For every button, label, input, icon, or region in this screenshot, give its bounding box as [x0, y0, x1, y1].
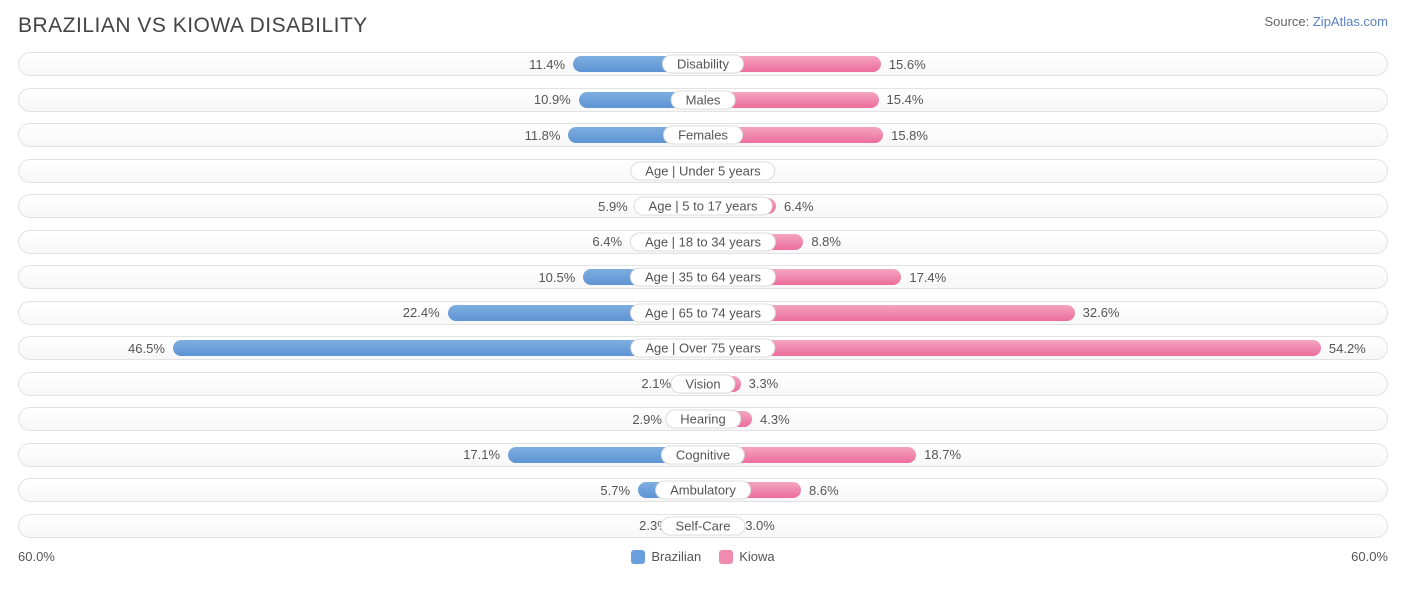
bar-left-half: 2.1%	[19, 373, 703, 395]
category-label: Vision	[670, 374, 735, 393]
value-brazilian: 17.1%	[455, 447, 508, 462]
bar-left-half: 5.9%	[19, 195, 703, 217]
bar-brazilian	[173, 340, 703, 356]
value-brazilian: 11.8%	[517, 128, 569, 143]
value-kiowa: 17.4%	[901, 270, 954, 285]
bar-left-half: 5.7%	[19, 479, 703, 501]
legend-swatch-brazilian	[631, 550, 645, 564]
category-label: Age | Over 75 years	[630, 339, 775, 358]
bar-right-half: 15.4%	[703, 89, 1387, 111]
category-label: Disability	[662, 55, 744, 74]
category-label: Age | 18 to 34 years	[630, 232, 776, 251]
bar-left-half: 11.4%	[19, 53, 703, 75]
value-kiowa: 18.7%	[916, 447, 969, 462]
value-brazilian: 10.9%	[526, 92, 579, 107]
value-kiowa: 54.2%	[1321, 341, 1374, 356]
bar-left-half: 11.8%	[19, 124, 703, 146]
category-label: Females	[663, 126, 743, 145]
value-kiowa: 6.4%	[776, 199, 822, 214]
bar-left-half: 1.5%	[19, 160, 703, 182]
bar-left-half: 46.5%	[19, 337, 703, 359]
bar-right-half: 4.3%	[703, 408, 1387, 430]
bar-row: 11.4% 15.6% Disability	[18, 52, 1388, 76]
category-label: Cognitive	[661, 445, 745, 464]
value-brazilian: 46.5%	[120, 341, 173, 356]
category-label: Ambulatory	[655, 481, 751, 500]
chart-source: Source: ZipAtlas.com	[1264, 14, 1388, 29]
legend-swatch-kiowa	[719, 550, 733, 564]
bar-right-half: 17.4%	[703, 266, 1387, 288]
bar-row: 22.4% 32.6% Age | 65 to 74 years	[18, 301, 1388, 325]
bar-row: 1.5%1.5%Age | Under 5 years	[18, 159, 1388, 183]
chart-header: BRAZILIAN VS KIOWA DISABILITY Source: Zi…	[18, 14, 1388, 38]
value-kiowa: 32.6%	[1075, 305, 1128, 320]
bar-row: 6.4% 8.8% Age | 18 to 34 years	[18, 230, 1388, 254]
value-kiowa: 15.8%	[883, 128, 936, 143]
value-kiowa: 15.4%	[879, 92, 932, 107]
bar-kiowa	[703, 340, 1321, 356]
legend-label-kiowa: Kiowa	[739, 549, 774, 564]
value-kiowa: 15.6%	[881, 57, 934, 72]
category-label: Self-Care	[661, 516, 746, 535]
source-prefix: Source:	[1264, 14, 1312, 29]
bar-row: 11.8% 15.8% Females	[18, 123, 1388, 147]
source-link[interactable]: ZipAtlas.com	[1313, 14, 1388, 29]
value-brazilian: 11.4%	[521, 57, 573, 72]
chart-footer: 60.0% Brazilian Kiowa 60.0%	[18, 549, 1388, 564]
bar-row: 2.3%3.0%Self-Care	[18, 514, 1388, 538]
category-label: Age | 35 to 64 years	[630, 268, 776, 287]
bar-row: 46.5% 54.2% Age | Over 75 years	[18, 336, 1388, 360]
diverging-bar-chart: 11.4% 15.6% Disability 10.9% 15.4% Males 11.8%…	[18, 52, 1388, 538]
bar-left-half: 2.3%	[19, 515, 703, 537]
legend-item-kiowa: Kiowa	[719, 549, 774, 564]
bar-row: 10.9% 15.4% Males	[18, 88, 1388, 112]
value-kiowa: 8.8%	[803, 234, 849, 249]
value-kiowa: 3.3%	[741, 376, 787, 391]
value-kiowa: 4.3%	[752, 412, 798, 427]
category-label: Hearing	[665, 410, 741, 429]
value-brazilian: 5.9%	[590, 199, 636, 214]
bar-right-half: 3.0%	[703, 515, 1387, 537]
bar-right-half: 18.7%	[703, 444, 1387, 466]
bar-right-half: 1.5%	[703, 160, 1387, 182]
bar-right-half: 3.3%	[703, 373, 1387, 395]
bar-left-half: 6.4%	[19, 231, 703, 253]
category-label: Age | 65 to 74 years	[630, 303, 776, 322]
axis-max-left: 60.0%	[18, 549, 55, 564]
value-brazilian: 5.7%	[592, 483, 638, 498]
bar-left-half: 10.5%	[19, 266, 703, 288]
bar-right-half: 8.6%	[703, 479, 1387, 501]
bar-right-half: 15.8%	[703, 124, 1387, 146]
bar-row: 5.7% 8.6% Ambulatory	[18, 478, 1388, 502]
value-brazilian: 2.9%	[624, 412, 670, 427]
bar-row: 17.1% 18.7% Cognitive	[18, 443, 1388, 467]
bar-row: 5.9% 6.4%Age | 5 to 17 years	[18, 194, 1388, 218]
value-brazilian: 10.5%	[530, 270, 583, 285]
category-label: Age | Under 5 years	[630, 161, 775, 180]
legend-label-brazilian: Brazilian	[651, 549, 701, 564]
bar-left-half: 22.4%	[19, 302, 703, 324]
axis-max-right: 60.0%	[1351, 549, 1388, 564]
bar-left-half: 2.9%	[19, 408, 703, 430]
bar-row: 2.1% 3.3% Vision	[18, 372, 1388, 396]
bar-right-half: 54.2%	[703, 337, 1387, 359]
legend-item-brazilian: Brazilian	[631, 549, 701, 564]
bar-row: 10.5% 17.4% Age | 35 to 64 years	[18, 265, 1388, 289]
bar-right-half: 32.6%	[703, 302, 1387, 324]
bar-right-half: 15.6%	[703, 53, 1387, 75]
value-kiowa: 8.6%	[801, 483, 847, 498]
chart-title: BRAZILIAN VS KIOWA DISABILITY	[18, 14, 368, 38]
bar-left-half: 10.9%	[19, 89, 703, 111]
bar-right-half: 6.4%	[703, 195, 1387, 217]
value-brazilian: 22.4%	[395, 305, 448, 320]
bar-right-half: 8.8%	[703, 231, 1387, 253]
bar-row: 2.9% 4.3% Hearing	[18, 407, 1388, 431]
legend: Brazilian Kiowa	[631, 549, 774, 564]
bar-left-half: 17.1%	[19, 444, 703, 466]
category-label: Age | 5 to 17 years	[634, 197, 773, 216]
category-label: Males	[671, 90, 736, 109]
value-brazilian: 6.4%	[584, 234, 630, 249]
